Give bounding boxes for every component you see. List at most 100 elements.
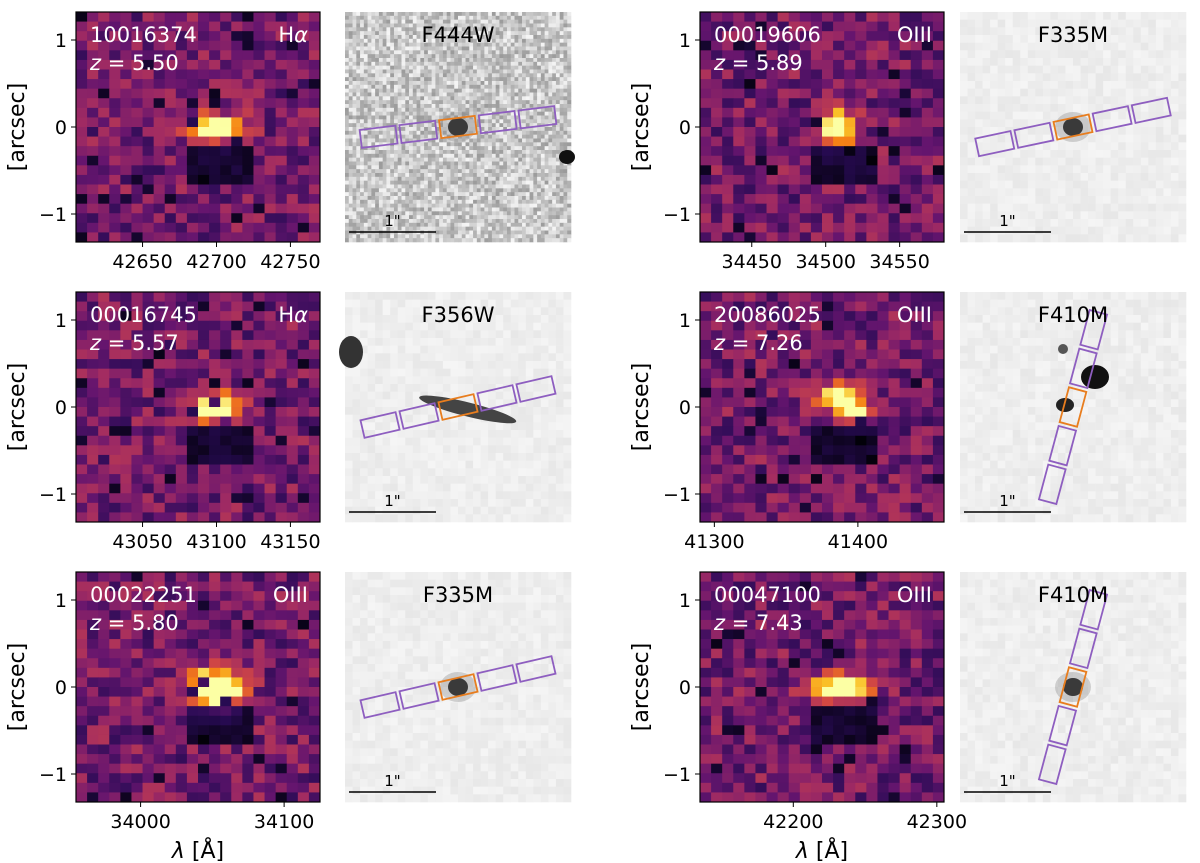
scale-bar-label: 1" (999, 772, 1015, 790)
xtick-label: 42650 (112, 251, 172, 273)
ytick-label: 1 (55, 310, 67, 332)
xtick-label: 34450 (722, 251, 782, 273)
redshift-label: z = 7.26 (713, 331, 803, 355)
xtick-label: 43050 (112, 531, 172, 553)
slitlet-open (359, 691, 401, 719)
object-id: 00047100 (714, 583, 821, 607)
panel-00019606: 1 0 −1 [arcsec] 34450 34500 34550 00019606 z = 5… (629, 11, 1187, 273)
emission-line-label: OIII (273, 583, 308, 607)
msa-slitlets (974, 96, 1172, 158)
slitlet-target (1058, 386, 1088, 428)
redshift-label: z = 5.57 (89, 331, 179, 355)
object-id: 20086025 (714, 303, 821, 327)
slitlet-open (1048, 704, 1078, 747)
ylabel: [arcsec] (629, 83, 654, 171)
spectrum-heatmap (700, 12, 945, 243)
ytick-label: 0 (679, 397, 691, 419)
object-id: 00022251 (90, 583, 197, 607)
slitlet-open (515, 375, 557, 403)
redshift-label: z = 5.80 (89, 611, 179, 635)
ytick-label: −1 (663, 204, 691, 226)
panel-00016745: 1 0 −1 [arcsec] 43050 43100 43150 00016745 z = 5… (5, 291, 572, 553)
ytick-label: 0 (679, 677, 691, 699)
emission-line-label: Hα (278, 303, 308, 327)
xtick-label: 34500 (795, 251, 855, 273)
object-id: 10016374 (90, 23, 197, 47)
filter-label: F410M (1038, 303, 1108, 327)
ylabel: [arcsec] (629, 363, 654, 451)
msa-slitlets (1037, 588, 1109, 786)
ytick-label: −1 (39, 764, 67, 786)
scale-bar-label: 1" (384, 772, 400, 790)
emission-line-label: OIII (897, 583, 932, 607)
xlabel-right: λ [Å] (795, 837, 848, 863)
ylabel: [arcsec] (629, 643, 654, 731)
slitlet-open (974, 130, 1016, 158)
slitlet-target (437, 393, 479, 421)
slitlet-open (1037, 743, 1067, 786)
slitlet-open (398, 119, 439, 145)
slitlet-open (476, 664, 518, 692)
emission-line-label: OIII (897, 23, 932, 47)
spectrum-heatmap (700, 292, 945, 523)
ytick-label: 1 (55, 30, 67, 52)
emission-line-label: Hα (278, 23, 308, 47)
xtick-label: 42300 (907, 811, 967, 833)
panel-10016374: 1 0 −1 [arcsec] 42650 42700 42750 10016374 z = 5… (5, 11, 575, 273)
xtick-label: 34550 (869, 251, 929, 273)
ylabel: [arcsec] (5, 83, 30, 171)
scale-bar-label: 1" (384, 212, 400, 230)
slitlet-target (437, 673, 479, 701)
ylabel: [arcsec] (5, 363, 30, 451)
xtick-label: 42750 (260, 251, 320, 273)
xtick-label: 41400 (828, 531, 888, 553)
filter-label: F356W (422, 303, 495, 327)
panels-layer: 1 0 −1 [arcsec] 42650 42700 42750 10016374 z = 5… (5, 11, 1187, 863)
slitlet-open (358, 124, 399, 149)
redshift-label: z = 5.50 (89, 51, 179, 75)
ylabel: [arcsec] (5, 643, 30, 731)
ytick-label: 0 (679, 117, 691, 139)
slitlet-open (1048, 424, 1078, 467)
ytick-label: −1 (39, 204, 67, 226)
panel-00022251: 1 0 −1 [arcsec] 34000 34100 00022251 z = 5.80 OI… (5, 571, 572, 833)
msa-slitlets (1037, 308, 1109, 506)
slitlet-open (477, 109, 518, 135)
spectrum-heatmap (76, 292, 321, 523)
xtick-label: 42200 (763, 811, 823, 833)
image-cutout (345, 572, 572, 803)
slitlet-open (1013, 121, 1055, 149)
filter-label: F410M (1038, 583, 1108, 607)
panel-00047100: 1 0 −1 [arcsec] 42200 42300 00047100 z = 7.43 OI… (629, 571, 1187, 833)
ytick-label: −1 (663, 484, 691, 506)
image-cutout (960, 572, 1187, 803)
image-cutout (960, 12, 1187, 243)
slitlet-open (398, 682, 440, 710)
msa-slitlets (359, 375, 557, 439)
scale-bar-label: 1" (999, 212, 1015, 230)
filter-label: F444W (422, 23, 495, 47)
slitlet-target (438, 114, 478, 140)
spectrum-heatmap (76, 12, 321, 243)
slitlet-open (1079, 308, 1109, 351)
slitlet-open (515, 655, 557, 683)
panel-20086025: 1 0 −1 [arcsec] 41300 41400 20086025 z = 7.26 OI… (629, 291, 1187, 553)
emission-line-label: OIII (897, 303, 932, 327)
slitlet-open (1068, 347, 1098, 390)
ytick-label: 0 (55, 117, 67, 139)
filter-label: F335M (423, 583, 493, 607)
spectrum-heatmap (700, 572, 945, 803)
xtick-label: 43100 (186, 531, 246, 553)
xtick-label: 41300 (684, 531, 744, 553)
slitlet-open (476, 384, 518, 412)
scale-bar-label: 1" (384, 492, 400, 510)
slitlet-open (1037, 463, 1067, 506)
xlabel-left: λ [Å] (171, 837, 224, 863)
ytick-label: 1 (679, 590, 691, 612)
xtick-label: 34100 (254, 811, 314, 833)
slitlet-open (1091, 105, 1133, 133)
ytick-label: 0 (55, 397, 67, 419)
ytick-label: 1 (679, 30, 691, 52)
spectrum-heatmap (76, 572, 321, 803)
